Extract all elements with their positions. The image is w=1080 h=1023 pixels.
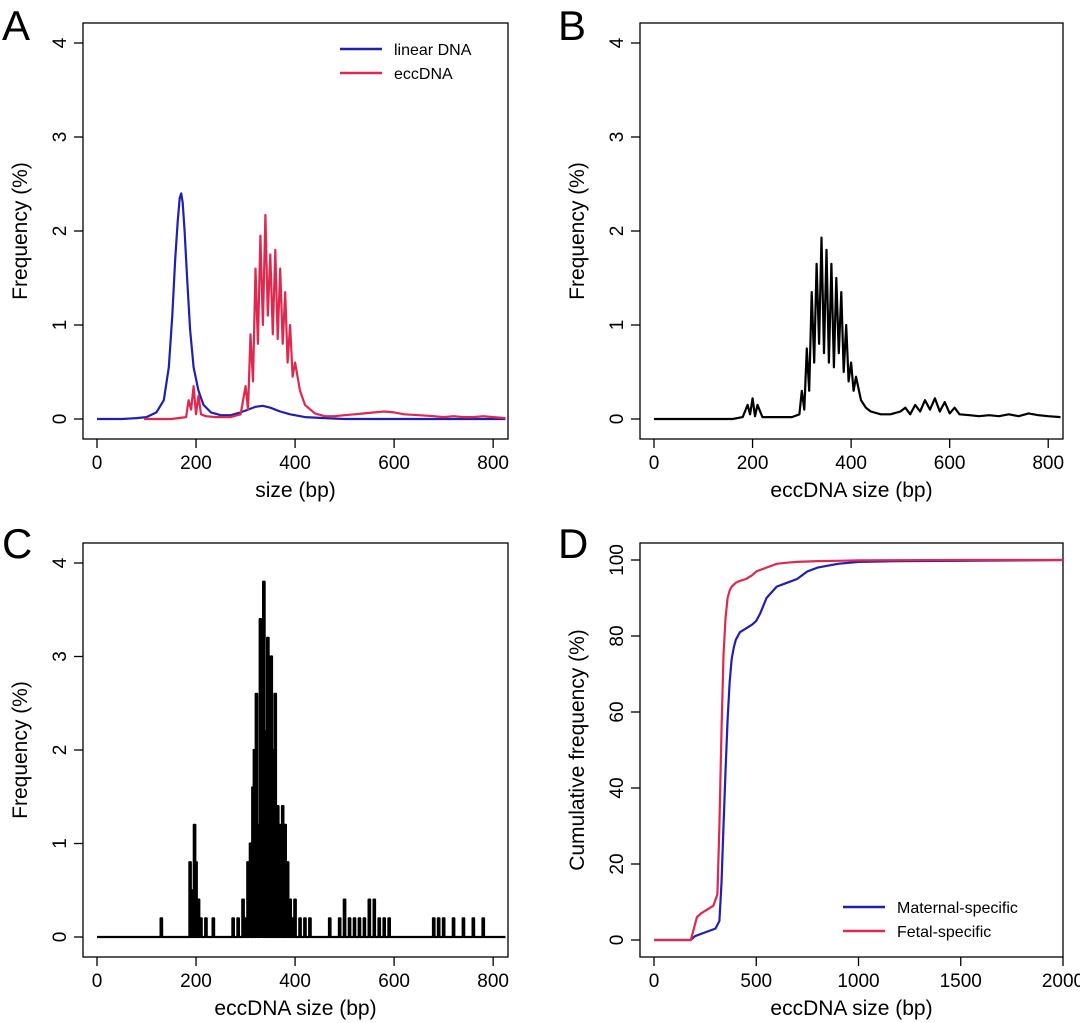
x-axis-label: eccDNA size (bp) xyxy=(770,479,932,502)
series-line-eccdna xyxy=(97,580,506,939)
panel-letter: B xyxy=(558,2,586,49)
y-tick-label: 1 xyxy=(50,838,71,849)
series-line-eccdna xyxy=(654,236,1061,421)
y-tick-label: 0 xyxy=(607,935,628,946)
x-tick-label: 1500 xyxy=(940,971,982,992)
y-tick-label: 0 xyxy=(607,414,628,425)
y-axis-label: Frequency (%) xyxy=(566,162,589,300)
x-tick-label: 800 xyxy=(477,971,509,992)
y-tick-label: 20 xyxy=(607,853,628,874)
y-axis-label: Cumulative frequency (%) xyxy=(566,629,589,871)
series-line-linear-dna xyxy=(97,192,506,421)
x-tick-label: 600 xyxy=(934,453,966,474)
y-tick-label: 40 xyxy=(607,777,628,798)
panel-d: D 0 500 1000 1500 2000 0 20 40 60 80 100 eccDNA size… xyxy=(558,520,1080,1020)
y-tick-label: 0 xyxy=(50,932,71,943)
x-tick-label: 500 xyxy=(740,971,772,992)
y-tick-label: 3 xyxy=(607,132,628,143)
legend-label: Maternal-specific xyxy=(897,900,1018,917)
x-tick-label: 400 xyxy=(279,453,311,474)
x-tick-label: 0 xyxy=(92,971,103,992)
panel-letter: D xyxy=(558,520,588,567)
panel-b: B 0 200 400 600 800 0 1 2 3 4 eccDNA size (bp) Frequ… xyxy=(558,2,1064,502)
y-tick-label: 80 xyxy=(607,625,628,646)
y-tick-label: 2 xyxy=(50,226,71,237)
y-tick-label: 2 xyxy=(607,226,628,237)
legend-label: Fetal-specific xyxy=(897,924,991,941)
y-tick-label: 0 xyxy=(50,414,71,425)
x-tick-label: 0 xyxy=(92,453,103,474)
x-tick-label: 800 xyxy=(1032,453,1064,474)
x-tick-label: 0 xyxy=(649,971,660,992)
panel-letter: C xyxy=(2,520,32,567)
y-tick-label: 60 xyxy=(607,701,628,722)
legend: Maternal-specific Fetal-specific xyxy=(843,900,1018,941)
y-axis-label: Frequency (%) xyxy=(9,162,32,300)
series-line-maternal-specific xyxy=(654,558,1064,942)
y-tick-label: 4 xyxy=(50,557,71,568)
y-tick-label: 2 xyxy=(50,745,71,756)
x-tick-label: 800 xyxy=(477,453,509,474)
plot-frame xyxy=(82,22,509,440)
x-tick-label: 600 xyxy=(378,453,410,474)
panel-c: C 0 200 400 600 800 0 1 2 3 4 eccDNA size (bp) Frequ… xyxy=(2,520,509,1020)
series-line-eccdna xyxy=(144,213,506,421)
y-tick-label: 1 xyxy=(607,320,628,331)
x-tick-label: 400 xyxy=(279,971,311,992)
panel-a: A 0 200 400 600 800 0 1 2 3 4 size (bp) Frequency (%… xyxy=(2,2,509,502)
x-axis-label: eccDNA size (bp) xyxy=(770,997,932,1020)
y-axis-label: Frequency (%) xyxy=(9,681,32,819)
x-axis-label: eccDNA size (bp) xyxy=(214,997,376,1020)
legend-label: linear DNA xyxy=(394,42,472,59)
x-axis-label: size (bp) xyxy=(255,479,336,502)
legend: linear DNA eccDNA xyxy=(340,42,472,83)
series-line-fetal-specific xyxy=(654,558,1063,942)
x-tick-label: 200 xyxy=(180,453,212,474)
y-tick-label: 3 xyxy=(50,132,71,143)
y-tick-label: 3 xyxy=(50,651,71,662)
panel-letter: A xyxy=(2,2,30,49)
plot-frame xyxy=(639,542,1064,958)
y-tick-label: 1 xyxy=(50,320,71,331)
y-tick-label: 100 xyxy=(607,544,628,576)
legend-label: eccDNA xyxy=(394,66,453,83)
x-tick-label: 200 xyxy=(180,971,212,992)
y-tick-label: 4 xyxy=(607,37,628,48)
plot-frame xyxy=(82,542,509,958)
x-tick-label: 1000 xyxy=(837,971,879,992)
y-tick-label: 4 xyxy=(50,37,71,48)
x-tick-label: 0 xyxy=(649,453,660,474)
x-tick-label: 2000 xyxy=(1042,971,1080,992)
x-tick-label: 600 xyxy=(378,971,410,992)
x-tick-label: 200 xyxy=(737,453,769,474)
x-tick-label: 400 xyxy=(835,453,867,474)
